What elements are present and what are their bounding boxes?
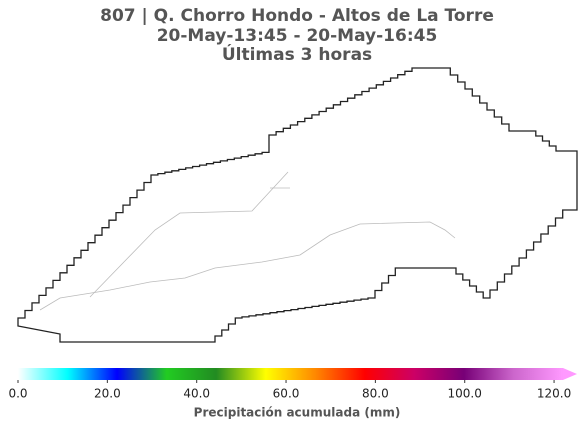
colorbar-tick-label: 0.0 xyxy=(8,387,27,401)
basin-outline xyxy=(17,67,578,343)
title-line: 807 | Q. Chorro Hondo - Altos de La Torr… xyxy=(100,6,494,26)
colorbar-tick-label: 80.0 xyxy=(362,387,389,401)
title-line: Últimas 3 horas xyxy=(222,43,372,65)
colorbar-tick-label: 120.0 xyxy=(537,387,571,401)
colorbar-label: Precipitación acumulada (mm) xyxy=(194,406,401,420)
basin-streams xyxy=(39,171,456,311)
colorbar-extend xyxy=(563,368,577,380)
title-line: 20-May-13:45 - 20-May-16:45 xyxy=(157,26,438,46)
colorbar-tick-label: 20.0 xyxy=(94,387,121,401)
colorbar-tick-label: 40.0 xyxy=(183,387,210,401)
colorbar xyxy=(18,368,563,380)
colorbar-tick-label: 100.0 xyxy=(448,387,482,401)
colorbar-tick-label: 60.0 xyxy=(273,387,300,401)
